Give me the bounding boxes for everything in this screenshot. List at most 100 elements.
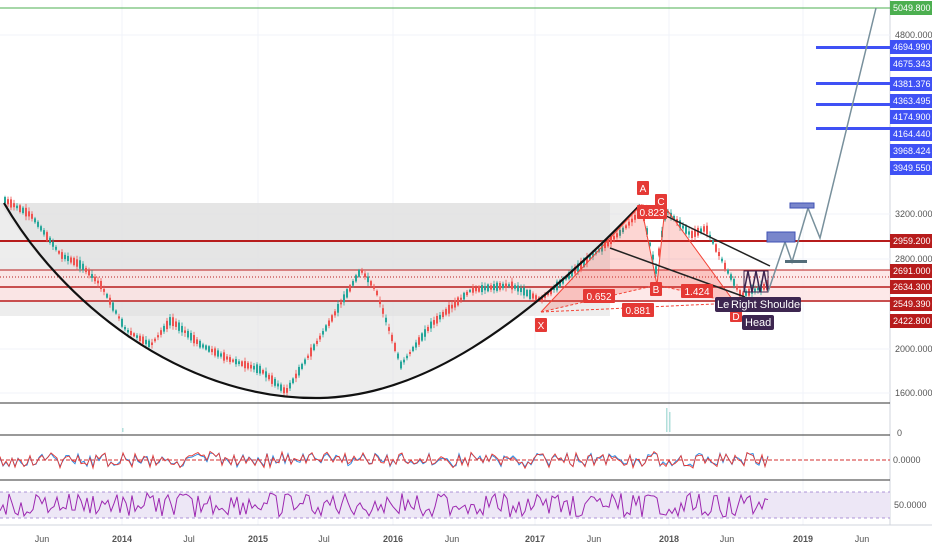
candle-body	[547, 292, 549, 296]
candle-body	[475, 287, 477, 292]
candle-body	[634, 214, 636, 220]
candle-body	[412, 346, 414, 352]
price-label-box	[890, 144, 932, 158]
candle-body	[730, 274, 732, 280]
svg-text:Jun: Jun	[35, 534, 50, 544]
svg-text:4800.000: 4800.000	[895, 30, 932, 40]
candle-body	[79, 260, 81, 269]
oscillator-line	[0, 451, 769, 469]
candle-body	[511, 281, 513, 290]
svg-text:Jul: Jul	[318, 534, 330, 544]
candle-body	[715, 244, 717, 252]
svg-text:2018: 2018	[659, 534, 679, 544]
candle-body	[70, 257, 72, 263]
candle-body	[445, 309, 447, 315]
candle-body	[400, 361, 402, 369]
candle-body	[208, 346, 210, 352]
candle-body	[106, 293, 108, 298]
candle-body	[127, 329, 129, 333]
candle-body	[328, 320, 330, 326]
svg-text:2016: 2016	[383, 534, 403, 544]
candle-body	[202, 344, 204, 348]
candle-body	[226, 356, 228, 360]
candle-body	[13, 203, 15, 208]
candle-body	[442, 311, 444, 318]
cup-curve[interactable]	[3, 202, 641, 400]
svg-text:3200.000: 3200.000	[895, 209, 932, 219]
candle-body	[415, 342, 417, 348]
price-axis-labels: 5049.800 4694.990 4675.343 4381.376 4363.495…	[890, 1, 932, 328]
candle-body	[157, 335, 159, 338]
candle-body	[298, 366, 300, 376]
price-label: 2959.200	[893, 236, 931, 246]
candle-body	[133, 333, 135, 337]
harmonic-pattern[interactable]	[540, 203, 736, 313]
candle-body	[355, 275, 357, 282]
candle-body	[274, 378, 276, 386]
candle-body	[187, 330, 189, 338]
candle-body	[472, 286, 474, 293]
label-b: B	[653, 285, 660, 296]
candle-body	[301, 363, 303, 369]
candle-body	[310, 347, 312, 357]
candle-body	[562, 277, 564, 284]
candle-body	[250, 364, 252, 369]
candle-body	[22, 207, 24, 214]
candle-body	[334, 311, 336, 316]
candle-body	[241, 361, 243, 367]
candle-body	[196, 339, 198, 344]
candle-body	[430, 321, 432, 329]
price-label: 4675.343	[893, 59, 931, 69]
candle-body	[370, 281, 372, 286]
candle-body	[628, 221, 630, 226]
candle-body	[289, 382, 291, 389]
svg-text:2000.000: 2000.000	[895, 344, 932, 354]
candle-body	[118, 316, 120, 319]
pattern-point-labels: A C X B D 0.823 0.652 1.424 0.881	[535, 181, 742, 332]
projection-boxes[interactable]	[766, 202, 815, 263]
candle-body	[583, 258, 585, 267]
candle-body	[724, 262, 726, 270]
candle-body	[235, 359, 237, 365]
label-head: Head	[745, 317, 771, 329]
candle-body	[619, 229, 621, 236]
ratio-bd: 1.424	[684, 287, 709, 298]
trend-channel[interactable]	[609, 212, 771, 298]
candle-body	[205, 345, 207, 350]
price-label: 4164.440	[893, 129, 931, 139]
candle-body	[337, 303, 339, 313]
candle-body	[136, 335, 138, 338]
price-label-box	[890, 161, 932, 175]
candle-body	[340, 302, 342, 305]
candle-body	[721, 258, 723, 262]
candle-body	[409, 351, 411, 355]
candle-body	[481, 285, 483, 293]
price-label: 2691.000	[893, 266, 931, 276]
candle-body	[406, 355, 408, 359]
candle-body	[757, 287, 759, 291]
projection-path[interactable]	[767, 7, 877, 293]
candle-body	[61, 252, 63, 259]
candle-body	[499, 283, 501, 290]
candle-body	[7, 199, 9, 205]
svg-text:2019: 2019	[793, 534, 813, 544]
candle-body	[385, 317, 387, 323]
candle-body	[625, 225, 627, 229]
svg-text:Jun: Jun	[720, 534, 735, 544]
candle-body	[502, 283, 504, 289]
candle-body	[397, 353, 399, 359]
price-label-box	[890, 77, 932, 91]
candle-body	[649, 242, 651, 246]
candle-body	[712, 240, 714, 244]
candle-body	[232, 359, 234, 362]
candle-body	[271, 375, 273, 384]
candle-body	[382, 308, 384, 314]
candle-body	[652, 254, 654, 260]
price-label-box	[890, 57, 932, 71]
candle-body	[49, 237, 51, 243]
candle-body	[667, 210, 669, 214]
candle-body	[55, 246, 57, 250]
candle-body	[91, 274, 93, 278]
candle-body	[184, 330, 186, 333]
